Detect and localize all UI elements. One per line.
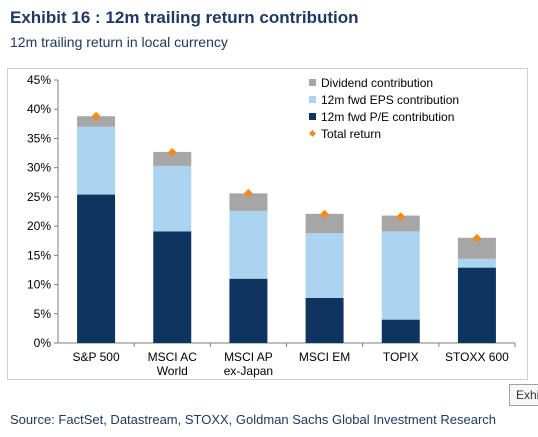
x-tick-label: MSCI EM [299,350,350,364]
bar-segment-dividend [229,193,268,211]
x-tick-label: TOPIX [383,350,419,364]
exhibit-subtitle: 12m trailing return in local currency [10,34,228,50]
total-return-marker [243,188,253,198]
bar-segment-dividend [457,237,496,259]
legend-label: Dividend contribution [321,76,433,90]
bar-segment-eps [229,210,268,279]
bar-segment-eps [381,231,420,320]
legend-marker [309,130,316,137]
y-tick-label: 35% [27,131,51,145]
legend-swatch [309,113,316,120]
bar-segment-pe [77,194,116,343]
x-tick-label: ex-Japan [224,364,273,378]
chart-frame: 0% 5% 10% 15% 20% 25% 30% 35% 40% 45% S&P 500 MSCI … [7,68,528,380]
bar-segment-pe [229,278,268,343]
x-tick-label: MSCI AC [148,350,198,364]
x-tick-label: MSCI AP [224,350,273,364]
bar-segment-pe [457,267,496,343]
y-tick-label: 20% [27,219,51,233]
clipped-exhibit-tag: Exhi [509,384,538,406]
legend-swatch [309,96,316,103]
legend-label: Total return [321,127,381,141]
bar-segment-dividend [305,213,344,234]
y-tick-label: 10% [27,278,51,292]
total-return-marker [167,147,177,157]
y-tick-label: 40% [27,102,51,116]
legend-label: 12m fwd P/E contribution [321,110,454,124]
bar-segment-pe [305,297,344,343]
total-return-marker [396,212,406,222]
bar-segment-eps [153,165,192,232]
bar-segment-eps [77,126,116,195]
y-tick-label: 5% [34,307,52,321]
bar-segment-pe [381,319,420,343]
x-tick-label: STOXX 600 [445,350,509,364]
y-tick-label: 25% [27,190,51,204]
bar-segment-pe [153,231,192,343]
stacked-bar-chart: 0% 5% 10% 15% 20% 25% 30% 35% 40% 45% S&P 500 MSCI … [27,73,516,378]
source-note: Source: FactSet, Datastream, STOXX, Gold… [10,412,497,427]
bar-segment-eps [457,258,496,268]
total-return-marker [91,111,101,121]
bar-segment-dividend [381,215,420,232]
y-tick-label: 30% [27,161,51,175]
bar-segment-eps [305,233,344,298]
x-tick-label: S&P 500 [73,350,120,364]
y-tick-label: 45% [27,73,51,87]
bar-segment-dividend [153,151,192,166]
total-return-marker [472,233,482,243]
total-return-marker [320,209,330,219]
x-tick-label: World [157,364,188,378]
bar-segment-dividend [77,116,116,127]
legend-swatch [309,79,316,86]
y-tick-label: 15% [27,248,51,262]
exhibit-title: Exhibit 16 : 12m trailing return contrib… [10,8,359,27]
y-tick-label: 0% [34,336,52,350]
legend-label: 12m fwd EPS contribution [321,93,459,107]
